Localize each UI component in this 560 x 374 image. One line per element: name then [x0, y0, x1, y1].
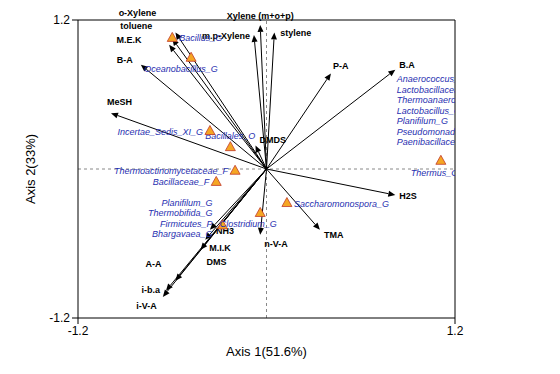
- svg-text:B-A: B-A: [117, 55, 133, 65]
- svg-text:toluene: toluene: [120, 21, 152, 31]
- svg-text:TMA: TMA: [324, 230, 344, 240]
- svg-text:NH3: NH3: [215, 225, 234, 236]
- svg-text:Anaerococcus_G: Anaerococcus_G: [396, 74, 455, 84]
- svg-text:M.I.K: M.I.K: [209, 243, 231, 253]
- svg-text:Thermoanaerobacteraceae_F: Thermoanaerobacteraceae_F: [397, 95, 455, 105]
- svg-text:M.E.K: M.E.K: [117, 35, 143, 45]
- svg-text:Pseudomonadaceae_F: Pseudomonadaceae_F: [397, 127, 455, 137]
- svg-text:Incertae_Sedis_XI_G: Incertae_Sedis_XI_G: [117, 127, 203, 137]
- svg-text:Bacillales_O: Bacillales_O: [205, 130, 256, 141]
- svg-text:A-A: A-A: [145, 259, 161, 269]
- svg-text:o-Xylene: o-Xylene: [119, 8, 157, 18]
- svg-text:Thermoactinomycetaceae_F: Thermoactinomycetaceae_F: [114, 166, 229, 176]
- svg-text:Lactobacillaceae_F: Lactobacillaceae_F: [397, 85, 455, 95]
- svg-text:m.p-Xylene: m.p-Xylene: [201, 30, 250, 41]
- svg-text:Oceanobacillus_G: Oceanobacillus_G: [144, 64, 218, 74]
- svg-text:i-V-A: i-V-A: [136, 301, 157, 311]
- svg-text:-1.2: -1.2: [49, 311, 70, 325]
- svg-text:Planifilum_G: Planifilum_G: [161, 198, 212, 208]
- svg-text:Saccharomonospora_G: Saccharomonospora_G: [294, 199, 389, 209]
- svg-text:-1.2: -1.2: [68, 324, 89, 338]
- svg-text:Paenibacillaceae_F: Paenibacillaceae_F: [397, 137, 455, 147]
- svg-text:Bacillaceae_F: Bacillaceae_F: [153, 177, 210, 187]
- svg-text:Bacillus_G: Bacillus_G: [179, 33, 222, 43]
- svg-text:Xylene (m+o+p): Xylene (m+o+p): [227, 11, 294, 21]
- svg-text:Clostridium_G: Clostridium_G: [220, 219, 277, 229]
- svg-text:Thermobifida_G: Thermobifida_G: [148, 208, 213, 218]
- svg-text:Thermus_G: Thermus_G: [411, 168, 455, 178]
- svg-text:i-b.a: i-b.a: [141, 285, 160, 295]
- svg-text:n-V-A: n-V-A: [264, 239, 288, 249]
- svg-text:1.2: 1.2: [53, 13, 70, 27]
- svg-text:1.2: 1.2: [447, 324, 464, 338]
- svg-text:MeSH: MeSH: [107, 97, 132, 107]
- svg-text:P-A: P-A: [333, 61, 349, 71]
- svg-text:Axis 1(51.6%): Axis 1(51.6%): [226, 344, 307, 359]
- svg-text:DMS: DMS: [207, 257, 227, 267]
- svg-text:Firmicutes_P: Firmicutes_P: [160, 219, 213, 229]
- svg-text:Planifilum_G: Planifilum_G: [397, 116, 448, 126]
- svg-text:H2S: H2S: [399, 191, 417, 201]
- svg-text:Axis 2(33%): Axis 2(33%): [23, 134, 38, 204]
- svg-text:DMDS: DMDS: [260, 135, 287, 145]
- svg-text:Bhargavaea_G: Bhargavaea_G: [152, 229, 213, 239]
- svg-text:B.A: B.A: [399, 60, 415, 70]
- svg-text:Lactobacillus_G: Lactobacillus_G: [397, 106, 455, 116]
- svg-text:stylene: stylene: [280, 28, 311, 38]
